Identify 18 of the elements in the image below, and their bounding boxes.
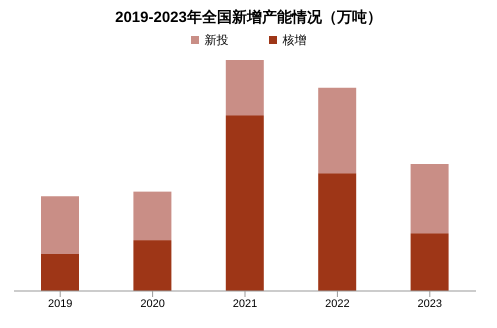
legend-label: 核增 (282, 32, 306, 48)
x-tick-label: 2022 (325, 298, 350, 310)
chart-title: 2019-2023年全国新增产能情况（万吨） (114, 8, 383, 28)
bar (133, 192, 172, 240)
bar (41, 196, 79, 254)
bar (133, 240, 172, 291)
bar (226, 60, 264, 116)
bar (318, 88, 356, 174)
x-tick-label: 2021 (232, 298, 258, 310)
bar (410, 233, 449, 291)
bar (410, 164, 449, 234)
bar (226, 115, 264, 291)
x-tick-label: 2019 (48, 298, 72, 310)
bar (41, 254, 79, 291)
bar (318, 173, 356, 291)
x-tick-label: 2020 (140, 298, 165, 310)
legend-label: 新投 (204, 32, 228, 48)
x-tick-label: 2023 (418, 298, 442, 310)
